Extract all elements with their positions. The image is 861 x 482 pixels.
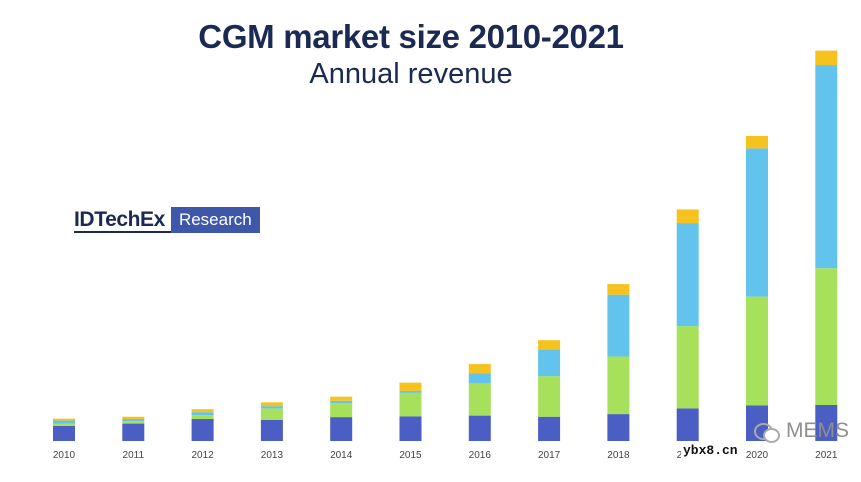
bar-2013-series-4 [260, 402, 283, 407]
bar-2020-series-4 [746, 135, 768, 149]
x-tick-label: 2013 [261, 450, 284, 461]
bar-2013-series-1 [260, 419, 283, 441]
bar-2021-series-1 [815, 404, 838, 441]
site-watermark: ybx8.cn [681, 443, 740, 458]
logo-name: IDTechEx [74, 207, 171, 233]
x-tick-label: 2012 [191, 450, 214, 461]
bar-2016-series-3 [468, 373, 491, 384]
x-tick-label: 2021 [815, 450, 838, 461]
idtechex-logo: IDTechEx Research [74, 207, 260, 233]
bar-2017-series-2 [538, 376, 561, 417]
bar-2010-series-2 [53, 423, 75, 426]
x-tick-label: 2017 [538, 450, 561, 461]
bar-2017-series-1 [538, 416, 561, 441]
logo-tag: Research [170, 207, 260, 233]
bar-2020-series-2 [746, 296, 768, 406]
x-tick-label: 2018 [607, 450, 630, 461]
bar-2019-series-2 [676, 326, 699, 409]
bar-2010-series-1 [53, 425, 75, 441]
bar-2014-series-1 [330, 417, 353, 441]
bar-2015-series-4 [399, 382, 422, 391]
bar-2018-series-2 [607, 356, 630, 415]
bar-2012-series-2 [191, 415, 214, 420]
bar-2016-series-1 [468, 415, 491, 441]
chart-subtitle: Annual revenue [309, 58, 513, 90]
bar-2011-series-3 [122, 419, 145, 422]
bar-2013-series-2 [260, 408, 283, 420]
bar-2019-series-3 [676, 223, 699, 327]
x-tick-label: 2015 [399, 450, 422, 461]
bar-2019-series-4 [676, 209, 699, 224]
bar-2011-series-4 [122, 416, 145, 420]
bar-2015-series-1 [399, 416, 422, 441]
bar-2012-series-3 [191, 412, 214, 416]
bar-2014-series-3 [330, 400, 353, 404]
mems-watermark: MEMS [754, 419, 849, 443]
bar-2016-series-4 [468, 364, 491, 374]
bar-2021-series-2 [815, 268, 838, 405]
x-tick-label: 2011 [123, 450, 145, 461]
bar-2019-series-1 [676, 408, 699, 441]
bar-2021-series-4 [815, 50, 838, 66]
wechat-icon [754, 421, 780, 443]
bar-2021-series-3 [815, 65, 838, 269]
x-tick-label: 2010 [53, 450, 76, 461]
bar-2020-series-3 [746, 148, 768, 297]
bar-2018-series-4 [607, 284, 630, 295]
bar-2014-series-4 [330, 396, 353, 401]
bar-2015-series-2 [399, 392, 422, 417]
bar-2018-series-3 [607, 294, 630, 357]
bar-2011-series-1 [122, 423, 145, 441]
watermark-text: MEMS [786, 419, 849, 442]
bar-2012-series-1 [191, 419, 214, 441]
bar-2013-series-3 [260, 406, 283, 409]
bar-2016-series-2 [468, 383, 491, 416]
bar-2011-series-2 [122, 421, 145, 424]
bar-2012-series-4 [191, 409, 214, 413]
bar-2010-series-4 [53, 418, 75, 421]
bar-2018-series-1 [607, 414, 630, 441]
bar-2017-series-3 [538, 349, 561, 377]
bar-2014-series-2 [330, 403, 353, 418]
bar-2015-series-3 [399, 390, 422, 393]
x-tick-label: 2016 [469, 450, 492, 461]
x-tick-label: 2014 [330, 450, 353, 461]
bar-2010-series-3 [53, 420, 75, 424]
chart-title: CGM market size 2010-2021 [198, 18, 624, 55]
bar-2017-series-4 [538, 340, 561, 350]
x-tick-label: 2020 [746, 450, 769, 461]
